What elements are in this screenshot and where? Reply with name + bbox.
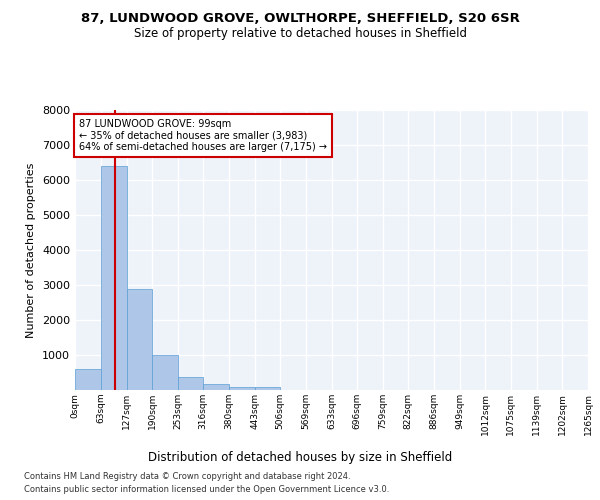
Bar — [254, 387, 280, 390]
Bar — [75, 369, 101, 390]
Text: Distribution of detached houses by size in Sheffield: Distribution of detached houses by size … — [148, 451, 452, 464]
Y-axis label: Number of detached properties: Number of detached properties — [26, 162, 37, 338]
Bar — [229, 387, 254, 390]
Bar — [178, 376, 203, 390]
Bar — [152, 355, 178, 390]
Text: 87 LUNDWOOD GROVE: 99sqm
← 35% of detached houses are smaller (3,983)
64% of sem: 87 LUNDWOOD GROVE: 99sqm ← 35% of detach… — [79, 118, 327, 152]
Text: Contains HM Land Registry data © Crown copyright and database right 2024.: Contains HM Land Registry data © Crown c… — [24, 472, 350, 481]
Bar — [203, 384, 229, 390]
Bar — [101, 166, 127, 390]
Text: Contains public sector information licensed under the Open Government Licence v3: Contains public sector information licen… — [24, 485, 389, 494]
Bar — [127, 288, 152, 390]
Text: 87, LUNDWOOD GROVE, OWLTHORPE, SHEFFIELD, S20 6SR: 87, LUNDWOOD GROVE, OWLTHORPE, SHEFFIELD… — [80, 12, 520, 26]
Text: Size of property relative to detached houses in Sheffield: Size of property relative to detached ho… — [133, 28, 467, 40]
